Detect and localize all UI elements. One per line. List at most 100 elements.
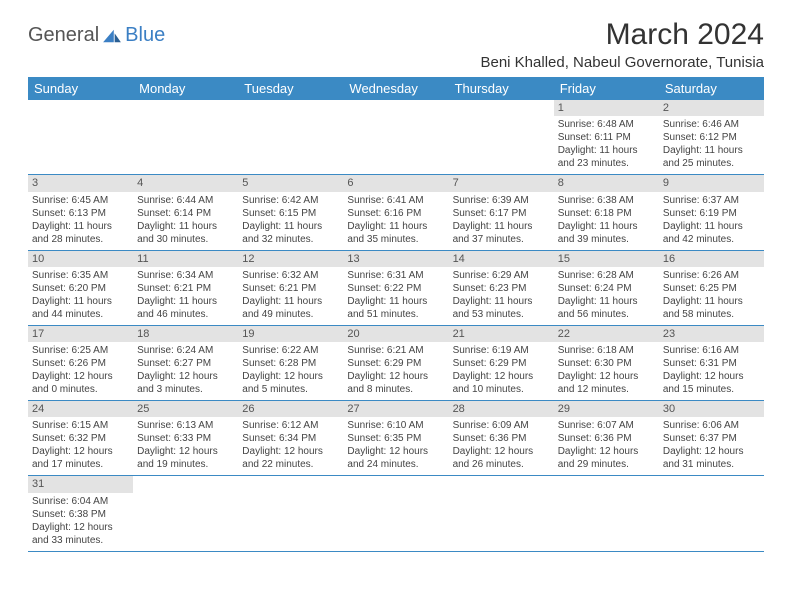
weekday-header: Thursday <box>449 77 554 100</box>
sunrise-text: Sunrise: 6:26 AM <box>663 269 760 282</box>
daylight-text: Daylight: 12 hours <box>347 370 444 383</box>
daylight-text: Daylight: 11 hours <box>242 295 339 308</box>
calendar-empty-cell <box>343 100 448 175</box>
calendar-day-cell: 17Sunrise: 6:25 AMSunset: 6:26 PMDayligh… <box>28 325 133 400</box>
calendar-empty-cell <box>133 476 238 551</box>
day-number: 30 <box>659 401 764 417</box>
daylight-text-2: and 15 minutes. <box>663 383 760 396</box>
daylight-text: Daylight: 12 hours <box>347 445 444 458</box>
calendar-day-cell: 22Sunrise: 6:18 AMSunset: 6:30 PMDayligh… <box>554 325 659 400</box>
daylight-text: Daylight: 12 hours <box>558 445 655 458</box>
daylight-text: Daylight: 11 hours <box>558 295 655 308</box>
weekday-header: Tuesday <box>238 77 343 100</box>
sunrise-text: Sunrise: 6:45 AM <box>32 194 129 207</box>
daylight-text-2: and 49 minutes. <box>242 308 339 321</box>
sunrise-text: Sunrise: 6:22 AM <box>242 344 339 357</box>
sunset-text: Sunset: 6:15 PM <box>242 207 339 220</box>
day-number: 3 <box>28 175 133 191</box>
daylight-text-2: and 23 minutes. <box>558 157 655 170</box>
daylight-text: Daylight: 12 hours <box>137 370 234 383</box>
calendar-row: 10Sunrise: 6:35 AMSunset: 6:20 PMDayligh… <box>28 250 764 325</box>
daylight-text-2: and 8 minutes. <box>347 383 444 396</box>
calendar-row: 24Sunrise: 6:15 AMSunset: 6:32 PMDayligh… <box>28 401 764 476</box>
day-number: 21 <box>449 326 554 342</box>
daylight-text-2: and 0 minutes. <box>32 383 129 396</box>
day-number: 8 <box>554 175 659 191</box>
daylight-text-2: and 51 minutes. <box>347 308 444 321</box>
calendar-day-cell: 10Sunrise: 6:35 AMSunset: 6:20 PMDayligh… <box>28 250 133 325</box>
daylight-text: Daylight: 11 hours <box>32 220 129 233</box>
day-number: 16 <box>659 251 764 267</box>
calendar-day-cell: 16 Sunrise: 6:26 AMSunset: 6:25 PMDayligh… <box>659 250 764 325</box>
calendar-day-cell: 1Sunrise: 6:48 AMSunset: 6:11 PMDaylight… <box>554 100 659 175</box>
daylight-text: Daylight: 11 hours <box>663 295 760 308</box>
sunrise-text: Sunrise: 6:29 AM <box>453 269 550 282</box>
sunset-text: Sunset: 6:25 PM <box>663 282 760 295</box>
calendar-table: SundayMondayTuesdayWednesdayThursdayFrid… <box>28 77 764 552</box>
daylight-text-2: and 10 minutes. <box>453 383 550 396</box>
daylight-text: Daylight: 11 hours <box>347 295 444 308</box>
calendar-row: 31Sunrise: 6:04 AMSunset: 6:38 PMDayligh… <box>28 476 764 551</box>
sail-icon <box>101 28 123 44</box>
daylight-text: Daylight: 12 hours <box>453 370 550 383</box>
calendar-empty-cell <box>343 476 448 551</box>
daylight-text: Daylight: 11 hours <box>558 220 655 233</box>
logo-text-blue: Blue <box>125 24 165 47</box>
day-number: 19 <box>238 326 343 342</box>
day-number: 15 <box>554 251 659 267</box>
daylight-text: Daylight: 11 hours <box>347 220 444 233</box>
calendar-row: 3Sunrise: 6:45 AMSunset: 6:13 PMDaylight… <box>28 175 764 250</box>
weekday-header: Wednesday <box>343 77 448 100</box>
daylight-text: Daylight: 11 hours <box>32 295 129 308</box>
sunset-text: Sunset: 6:31 PM <box>663 357 760 370</box>
calendar-day-cell: 30Sunrise: 6:06 AMSunset: 6:37 PMDayligh… <box>659 401 764 476</box>
day-number: 23 <box>659 326 764 342</box>
daylight-text: Daylight: 11 hours <box>663 144 760 157</box>
sunset-text: Sunset: 6:21 PM <box>242 282 339 295</box>
calendar-day-cell: 14Sunrise: 6:29 AMSunset: 6:23 PMDayligh… <box>449 250 554 325</box>
sunrise-text: Sunrise: 6:34 AM <box>137 269 234 282</box>
day-number: 25 <box>133 401 238 417</box>
daylight-text-2: and 35 minutes. <box>347 233 444 246</box>
daylight-text-2: and 25 minutes. <box>663 157 760 170</box>
calendar-header-row: SundayMondayTuesdayWednesdayThursdayFrid… <box>28 77 764 100</box>
calendar-day-cell: 11Sunrise: 6:34 AMSunset: 6:21 PMDayligh… <box>133 250 238 325</box>
header: General Blue March 2024 Beni Khalled, Na… <box>28 18 764 71</box>
daylight-text-2: and 39 minutes. <box>558 233 655 246</box>
day-number: 10 <box>28 251 133 267</box>
daylight-text-2: and 22 minutes. <box>242 458 339 471</box>
sunset-text: Sunset: 6:21 PM <box>137 282 234 295</box>
sunrise-text: Sunrise: 6:35 AM <box>32 269 129 282</box>
day-number: 31 <box>28 476 133 492</box>
day-number: 22 <box>554 326 659 342</box>
sunset-text: Sunset: 6:19 PM <box>663 207 760 220</box>
sunrise-text: Sunrise: 6:32 AM <box>242 269 339 282</box>
sunrise-text: Sunrise: 6:38 AM <box>558 194 655 207</box>
calendar-day-cell: 31Sunrise: 6:04 AMSunset: 6:38 PMDayligh… <box>28 476 133 551</box>
calendar-day-cell: 6Sunrise: 6:41 AMSunset: 6:16 PMDaylight… <box>343 175 448 250</box>
daylight-text-2: and 19 minutes. <box>137 458 234 471</box>
logo-text-general: General <box>28 24 99 47</box>
sunset-text: Sunset: 6:34 PM <box>242 432 339 445</box>
daylight-text-2: and 3 minutes. <box>137 383 234 396</box>
day-number: 26 <box>238 401 343 417</box>
calendar-day-cell: 27Sunrise: 6:10 AMSunset: 6:35 PMDayligh… <box>343 401 448 476</box>
daylight-text: Daylight: 11 hours <box>558 144 655 157</box>
daylight-text-2: and 53 minutes. <box>453 308 550 321</box>
calendar-body: 1Sunrise: 6:48 AMSunset: 6:11 PMDaylight… <box>28 100 764 551</box>
day-number: 12 <box>238 251 343 267</box>
sunset-text: Sunset: 6:35 PM <box>347 432 444 445</box>
sunrise-text: Sunrise: 6:10 AM <box>347 419 444 432</box>
day-number: 24 <box>28 401 133 417</box>
sunset-text: Sunset: 6:29 PM <box>453 357 550 370</box>
daylight-text: Daylight: 11 hours <box>137 220 234 233</box>
daylight-text-2: and 46 minutes. <box>137 308 234 321</box>
daylight-text: Daylight: 12 hours <box>32 445 129 458</box>
sunset-text: Sunset: 6:23 PM <box>453 282 550 295</box>
daylight-text-2: and 24 minutes. <box>347 458 444 471</box>
calendar-day-cell: 13Sunrise: 6:31 AMSunset: 6:22 PMDayligh… <box>343 250 448 325</box>
sunset-text: Sunset: 6:36 PM <box>453 432 550 445</box>
sunrise-text: Sunrise: 6:15 AM <box>32 419 129 432</box>
calendar-day-cell: 26Sunrise: 6:12 AMSunset: 6:34 PMDayligh… <box>238 401 343 476</box>
day-number: 13 <box>343 251 448 267</box>
